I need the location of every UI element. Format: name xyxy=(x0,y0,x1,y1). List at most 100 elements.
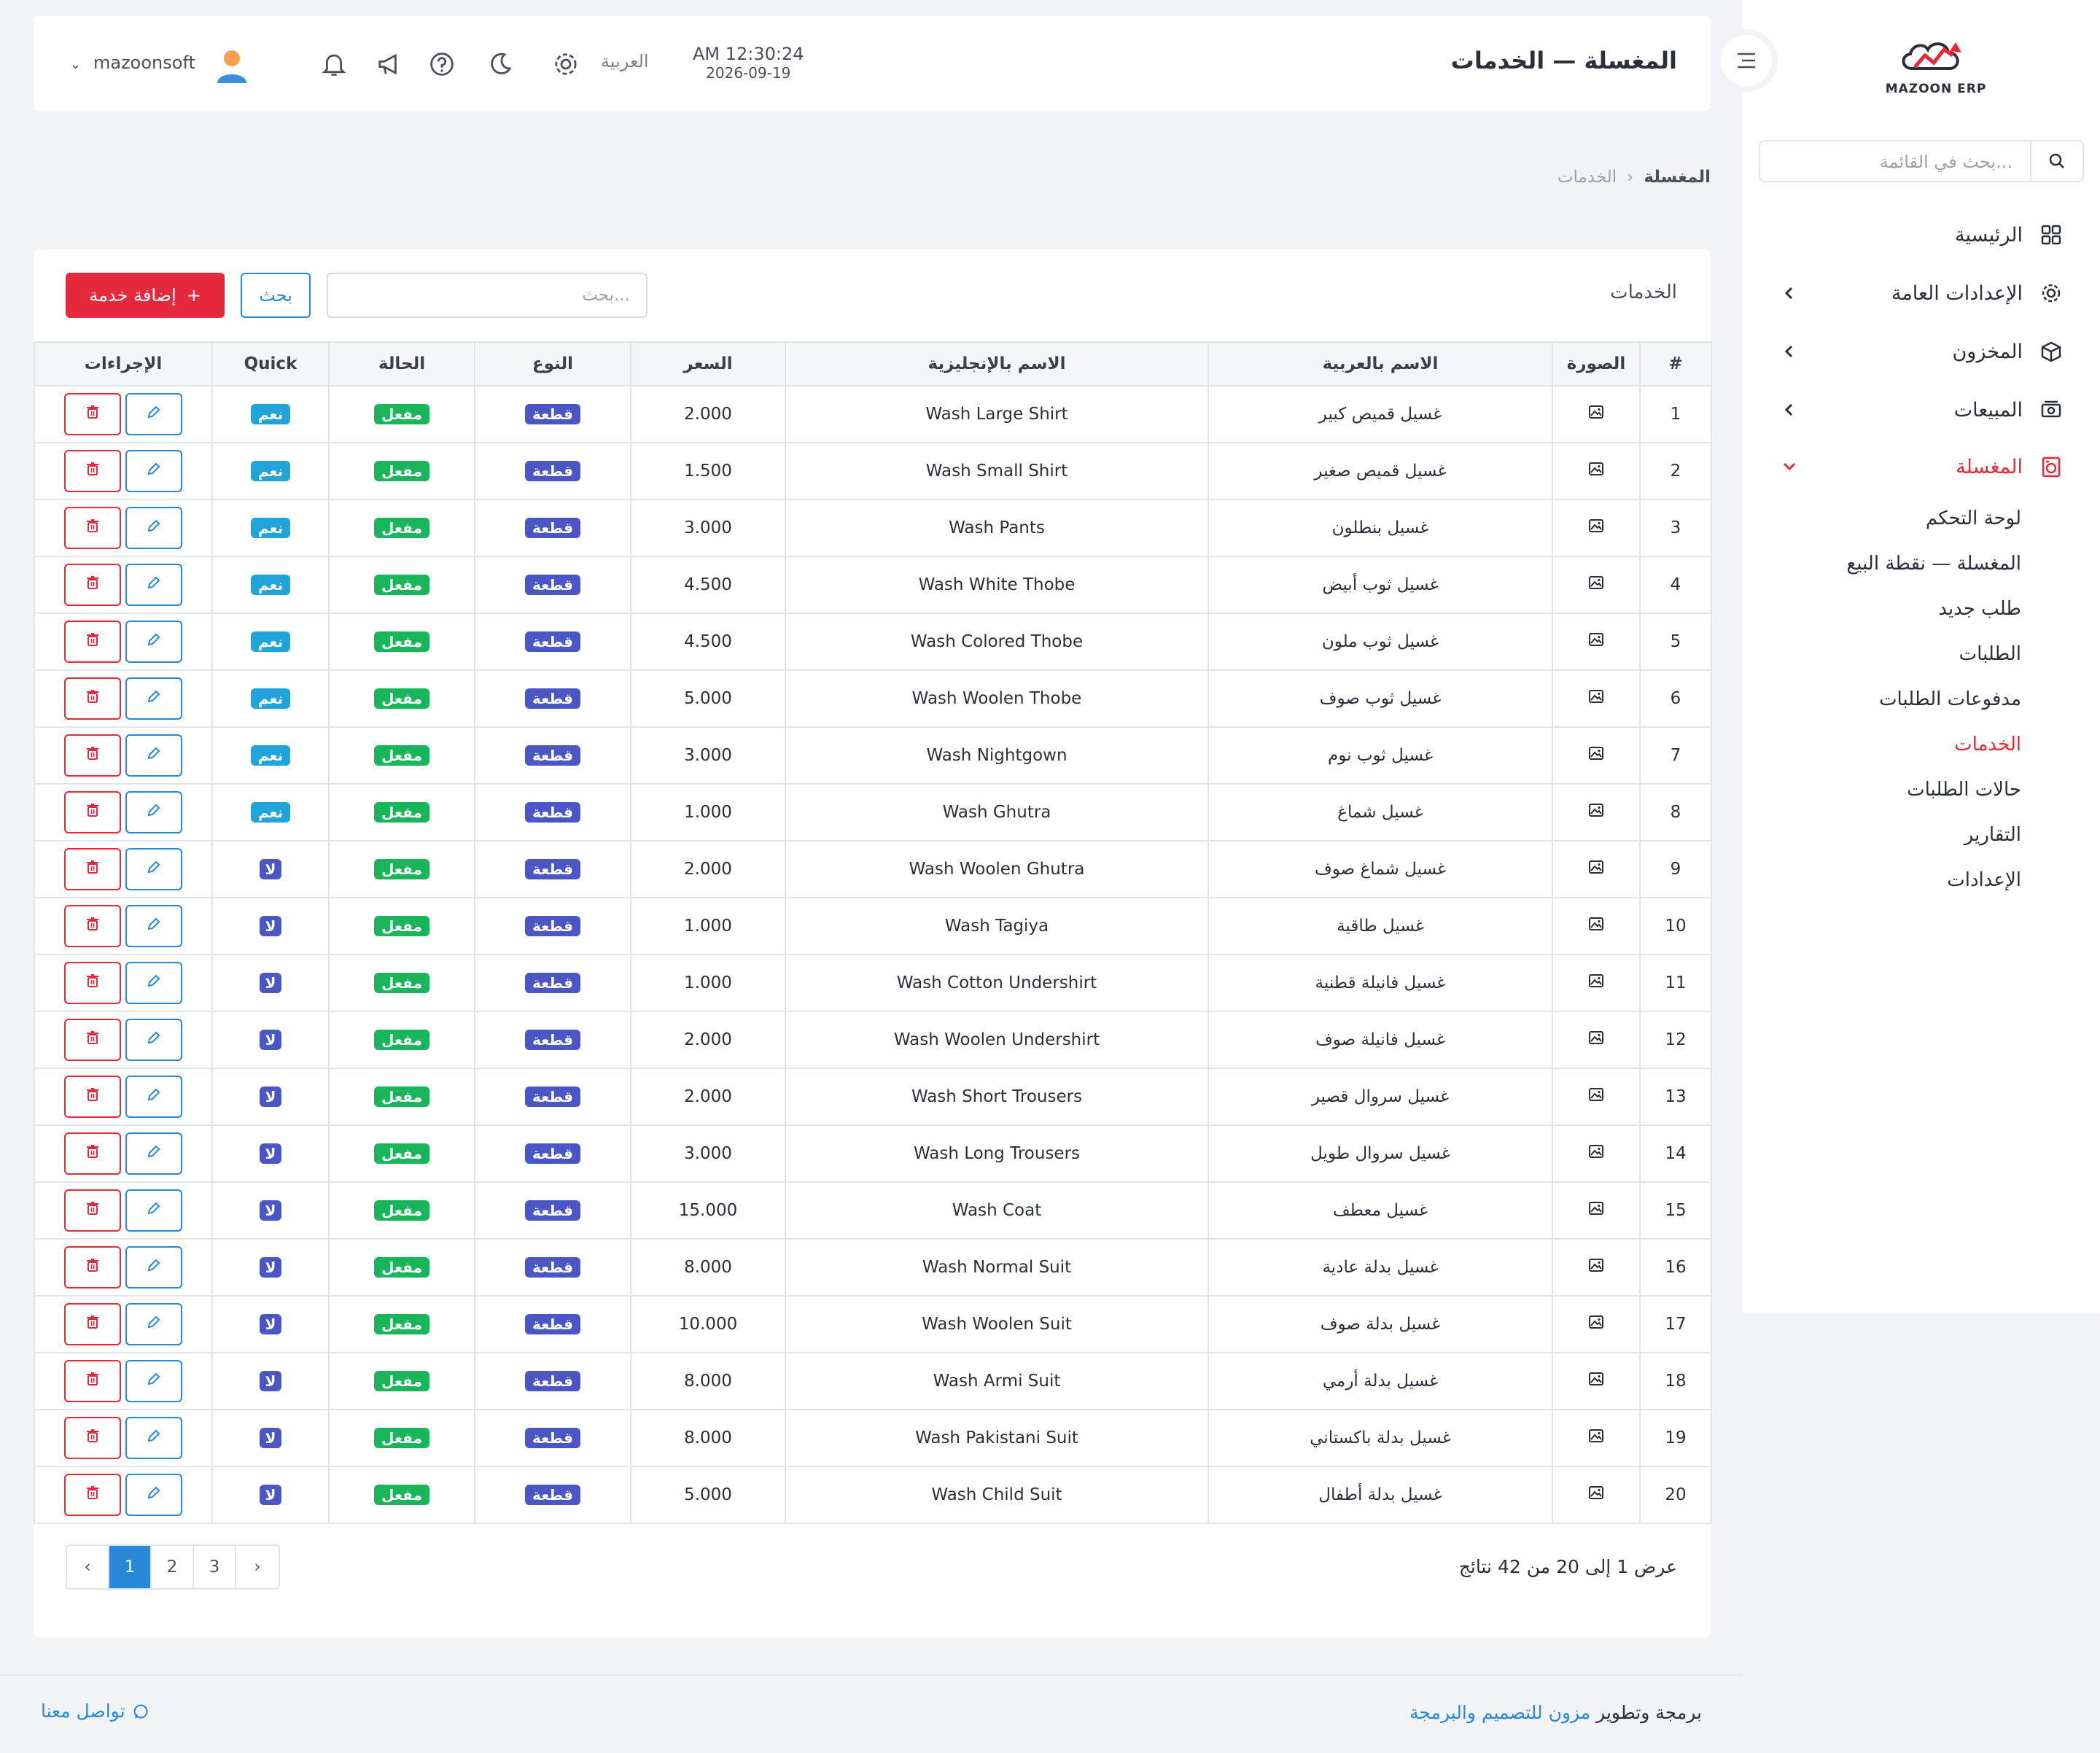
sidebar-sub-new-order[interactable]: طلب جديد xyxy=(1938,598,2021,620)
breadcrumb-parent[interactable]: المغسلة xyxy=(1644,168,1711,187)
delete-button[interactable] xyxy=(64,962,121,1004)
delete-button[interactable] xyxy=(64,791,121,833)
delete-button[interactable] xyxy=(64,507,121,549)
cell-image xyxy=(1552,669,1641,728)
quick-badge: نعم xyxy=(250,518,291,538)
delete-button[interactable] xyxy=(64,1019,121,1061)
delete-button[interactable] xyxy=(64,1417,121,1459)
edit-button[interactable] xyxy=(125,1360,182,1402)
edit-button[interactable] xyxy=(125,848,182,890)
edit-button[interactable] xyxy=(125,1189,182,1232)
pencil-icon xyxy=(146,1428,162,1448)
cell-price: 1.000 xyxy=(630,954,786,1012)
page-3-button[interactable]: 3 xyxy=(194,1546,236,1588)
delete-button[interactable] xyxy=(64,1076,121,1118)
sidebar-sub-order-payments[interactable]: مدفوعات الطلبات xyxy=(1879,688,2021,710)
edit-button[interactable] xyxy=(125,564,182,606)
sidebar-sub-settings[interactable]: الإعدادات xyxy=(1947,869,2021,891)
brand-logo[interactable]: MAZOON ERP xyxy=(1874,34,1998,99)
delete-button[interactable] xyxy=(64,621,121,663)
trash-icon xyxy=(85,631,101,652)
delete-button[interactable] xyxy=(64,1360,121,1402)
cell-image xyxy=(1552,385,1641,443)
notifications-button[interactable] xyxy=(318,48,350,80)
sidebar-sub-reports[interactable]: التقارير xyxy=(1964,824,2021,846)
page-1-button[interactable]: 1 xyxy=(109,1546,152,1588)
edit-button[interactable] xyxy=(125,1076,182,1118)
edit-button[interactable] xyxy=(125,734,182,777)
sidebar-sub-orders[interactable]: الطلبات xyxy=(1959,643,2021,665)
type-badge: قطعة xyxy=(525,518,580,538)
sidebar-sub-services[interactable]: الخدمات xyxy=(1954,734,2021,755)
edit-button[interactable] xyxy=(125,1417,182,1459)
page-prev-button[interactable]: ‹ xyxy=(67,1546,109,1588)
edit-button[interactable] xyxy=(125,393,182,435)
delete-button[interactable] xyxy=(64,564,121,606)
settings-button[interactable] xyxy=(550,48,582,80)
delete-button[interactable] xyxy=(64,905,121,947)
sidebar-item-general-settings[interactable]: الإعدادات العامة xyxy=(1772,277,2064,309)
edit-button[interactable] xyxy=(125,507,182,549)
delete-button[interactable] xyxy=(64,1303,121,1345)
language-switch[interactable]: العربية xyxy=(601,51,649,71)
avatar[interactable] xyxy=(214,47,249,85)
sidebar-toggle-button[interactable] xyxy=(1715,29,1778,92)
delete-button[interactable] xyxy=(64,1474,121,1516)
edit-button[interactable] xyxy=(125,621,182,663)
search-button[interactable]: بحث xyxy=(241,273,311,318)
sidebar-item-sales[interactable]: المبيعات xyxy=(1772,394,2064,426)
sidebar-search[interactable]: بحث في القائمة... xyxy=(1759,140,2084,182)
image-icon xyxy=(1588,1088,1604,1107)
edit-button[interactable] xyxy=(125,450,182,492)
edit-button[interactable] xyxy=(125,905,182,947)
delete-button[interactable] xyxy=(64,677,121,720)
cell-quick: نعم xyxy=(211,783,330,841)
edit-button[interactable] xyxy=(125,791,182,833)
sidebar-search-button[interactable] xyxy=(2030,141,2082,181)
cell-type: قطعة xyxy=(474,783,631,841)
theme-toggle-button[interactable] xyxy=(484,48,516,80)
edit-button[interactable] xyxy=(125,1303,182,1345)
status-badge: مفعل xyxy=(374,1200,429,1221)
cell-status: مفعل xyxy=(328,1124,475,1183)
sidebar-item-inventory[interactable]: المخزون xyxy=(1772,335,2064,368)
edit-button[interactable] xyxy=(125,1132,182,1175)
credit-link[interactable]: مزون للتصميم والبرمجة xyxy=(1409,1702,1591,1723)
delete-button[interactable] xyxy=(64,848,121,890)
sidebar-sub-order-statuses[interactable]: حالات الطلبات xyxy=(1907,779,2021,801)
delete-button[interactable] xyxy=(64,450,121,492)
edit-button[interactable] xyxy=(125,677,182,720)
contact-link[interactable]: تواصل معنا xyxy=(41,1700,149,1722)
username[interactable]: mazoonsoft xyxy=(93,53,195,73)
cell-image xyxy=(1552,726,1641,785)
page-2-button[interactable]: 2 xyxy=(152,1546,194,1588)
sidebar-sub-pos[interactable]: المغسلة — نقطة البيع xyxy=(1846,553,2021,575)
delete-button[interactable] xyxy=(64,393,121,435)
cell-name-en: Wash Woolen Undershirt xyxy=(785,1011,1209,1069)
delete-button[interactable] xyxy=(64,1132,121,1175)
delete-button[interactable] xyxy=(64,734,121,777)
cell-status: مفعل xyxy=(328,1295,475,1353)
type-badge: قطعة xyxy=(525,1485,580,1505)
cell-image xyxy=(1552,1409,1641,1467)
edit-button[interactable] xyxy=(125,962,182,1004)
cell-type: قطعة xyxy=(474,1238,631,1297)
sidebar-sub-dashboard[interactable]: لوحة التحكم xyxy=(1925,508,2021,529)
edit-button[interactable] xyxy=(125,1019,182,1061)
cell-name-en: Wash Small Shirt xyxy=(785,442,1209,500)
cell-status: مفعل xyxy=(328,954,475,1012)
edit-button[interactable] xyxy=(125,1474,182,1516)
page-next-button[interactable]: › xyxy=(254,1558,261,1577)
delete-button[interactable] xyxy=(64,1189,121,1232)
sidebar-item-home[interactable]: الرئيسية xyxy=(1772,219,2064,251)
table-row: 19 غسيل بدلة باكستاني Wash Pakistani Suit 8… xyxy=(34,1409,1712,1467)
delete-button[interactable] xyxy=(64,1246,121,1288)
sidebar-item-laundry[interactable]: المغسلة xyxy=(1772,451,2064,483)
search-input[interactable]: بحث... xyxy=(327,273,648,318)
clock-time: AM 12:30:24 xyxy=(693,44,804,64)
add-service-button[interactable]: إضافة خدمة + xyxy=(66,273,225,318)
edit-button[interactable] xyxy=(125,1246,182,1288)
announcements-button[interactable] xyxy=(373,48,405,80)
chevron-down-icon[interactable]: ⌄ xyxy=(70,57,82,72)
help-button[interactable] xyxy=(426,48,458,80)
